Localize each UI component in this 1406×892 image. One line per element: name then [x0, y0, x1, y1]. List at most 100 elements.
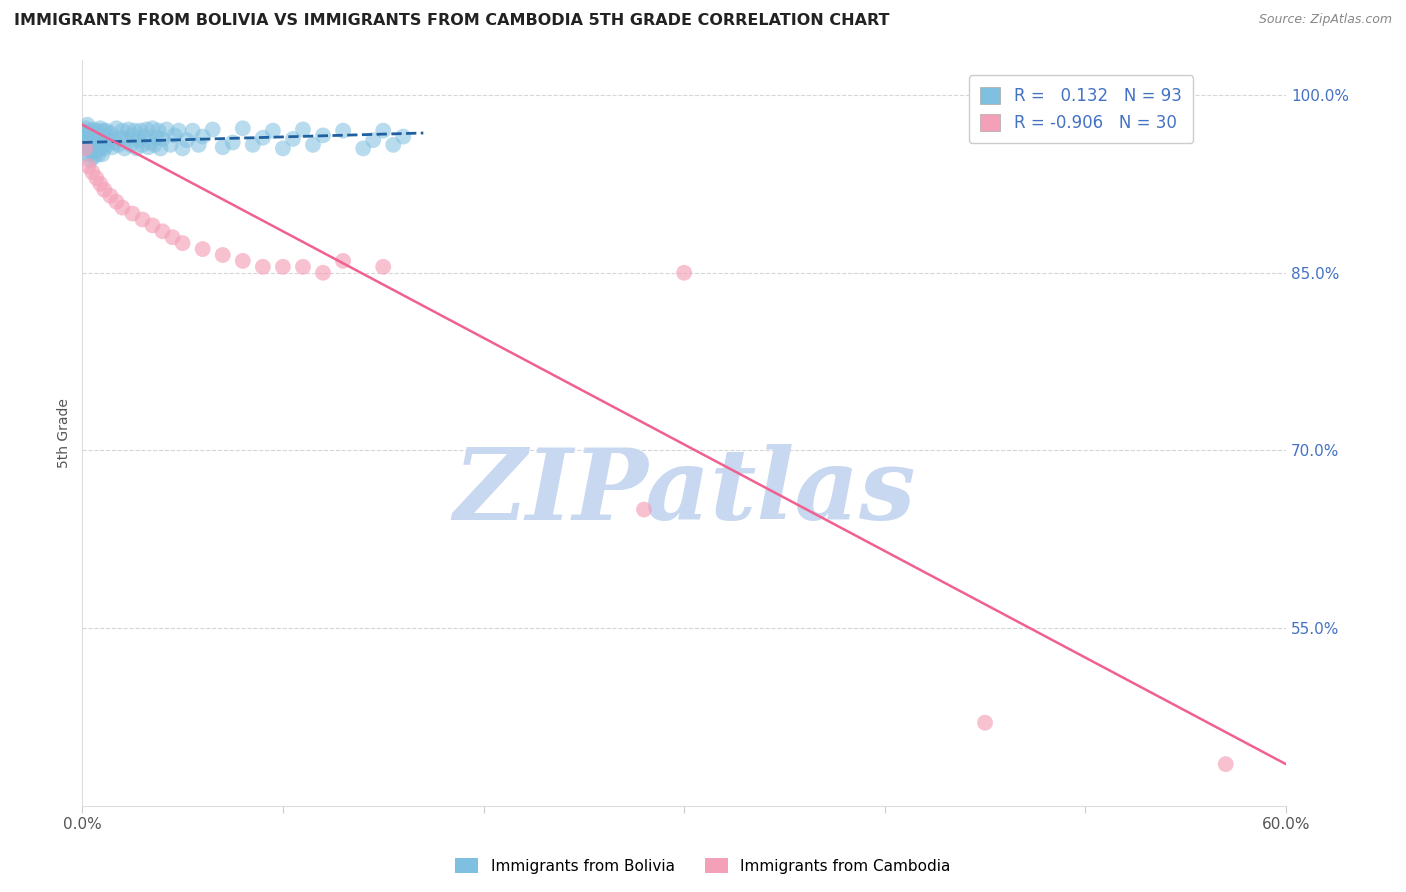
Point: [105, 194, 128, 209]
Point: [392, 129, 415, 144]
Point: [79, 123, 101, 137]
Point: [107, 137, 129, 152]
Point: [181, 123, 204, 137]
Point: [110, 130, 132, 145]
Text: ZIPatlas: ZIPatlas: [453, 444, 915, 541]
Point: [84, 139, 107, 153]
Point: [291, 260, 314, 274]
Point: [76, 118, 98, 132]
Point: [73, 141, 96, 155]
Point: [252, 260, 274, 274]
Text: Source: ZipAtlas.com: Source: ZipAtlas.com: [1258, 13, 1392, 27]
Point: [87, 141, 110, 155]
Point: [86, 126, 108, 140]
Point: [120, 137, 142, 152]
Point: [83, 136, 105, 150]
Point: [135, 122, 157, 136]
Point: [90, 137, 112, 152]
Point: [252, 130, 274, 145]
Point: [121, 128, 143, 143]
Point: [211, 140, 233, 154]
Point: [86, 144, 108, 158]
Point: [100, 126, 122, 140]
Point: [163, 128, 186, 143]
Point: [149, 141, 172, 155]
Point: [101, 140, 124, 154]
Point: [89, 141, 111, 155]
Point: [222, 136, 245, 150]
Point: [155, 122, 177, 136]
Point: [87, 147, 110, 161]
Point: [138, 140, 160, 154]
Point: [72, 129, 94, 144]
Point: [89, 132, 111, 146]
Point: [73, 123, 96, 137]
Point: [162, 230, 184, 244]
Point: [159, 137, 181, 152]
Point: [176, 133, 198, 147]
Point: [93, 141, 115, 155]
Point: [382, 137, 405, 152]
Point: [201, 122, 224, 136]
Point: [105, 121, 128, 136]
Point: [332, 253, 354, 268]
Point: [100, 188, 122, 202]
Point: [89, 177, 111, 191]
Point: [211, 248, 233, 262]
Point: [172, 141, 194, 155]
Point: [191, 129, 214, 144]
Point: [124, 123, 146, 137]
Point: [103, 136, 125, 150]
Point: [82, 145, 104, 159]
Point: [141, 219, 163, 233]
Point: [291, 122, 314, 136]
Point: [91, 128, 114, 143]
Point: [129, 123, 152, 137]
Point: [117, 122, 139, 136]
Point: [89, 121, 111, 136]
Point: [191, 242, 214, 256]
Point: [91, 147, 114, 161]
Y-axis label: 5th Grade: 5th Grade: [58, 398, 72, 467]
Point: [76, 132, 98, 146]
Point: [134, 129, 156, 144]
Point: [94, 133, 117, 147]
Point: [167, 123, 190, 137]
Point: [152, 224, 174, 238]
Point: [373, 123, 395, 137]
Point: [82, 165, 104, 179]
Point: [73, 136, 96, 150]
Point: [111, 201, 134, 215]
Point: [75, 137, 97, 152]
Point: [77, 136, 100, 150]
Point: [111, 123, 134, 137]
Point: [79, 153, 101, 168]
Point: [361, 133, 384, 147]
Point: [281, 132, 304, 146]
Point: [121, 206, 143, 220]
Point: [112, 141, 135, 155]
Point: [242, 137, 264, 152]
Point: [131, 212, 153, 227]
Point: [187, 137, 209, 152]
Point: [271, 260, 294, 274]
Point: [80, 137, 103, 152]
Point: [312, 128, 335, 143]
Point: [152, 132, 174, 146]
Point: [77, 141, 100, 155]
Point: [75, 126, 97, 140]
Point: [302, 137, 325, 152]
Point: [148, 123, 170, 137]
Point: [127, 133, 149, 147]
Point: [125, 141, 148, 155]
Point: [75, 121, 97, 136]
Point: [373, 260, 395, 274]
Text: IMMIGRANTS FROM BOLIVIA VS IMMIGRANTS FROM CAMBODIA 5TH GRADE CORRELATION CHART: IMMIGRANTS FROM BOLIVIA VS IMMIGRANTS FR…: [14, 13, 890, 29]
Point: [77, 147, 100, 161]
Point: [312, 266, 335, 280]
Point: [145, 130, 167, 145]
Point: [172, 236, 194, 251]
Legend: R =   0.132   N = 93, R = -0.906   N = 30: R = 0.132 N = 93, R = -0.906 N = 30: [969, 76, 1194, 144]
Point: [141, 121, 163, 136]
Point: [131, 137, 153, 152]
